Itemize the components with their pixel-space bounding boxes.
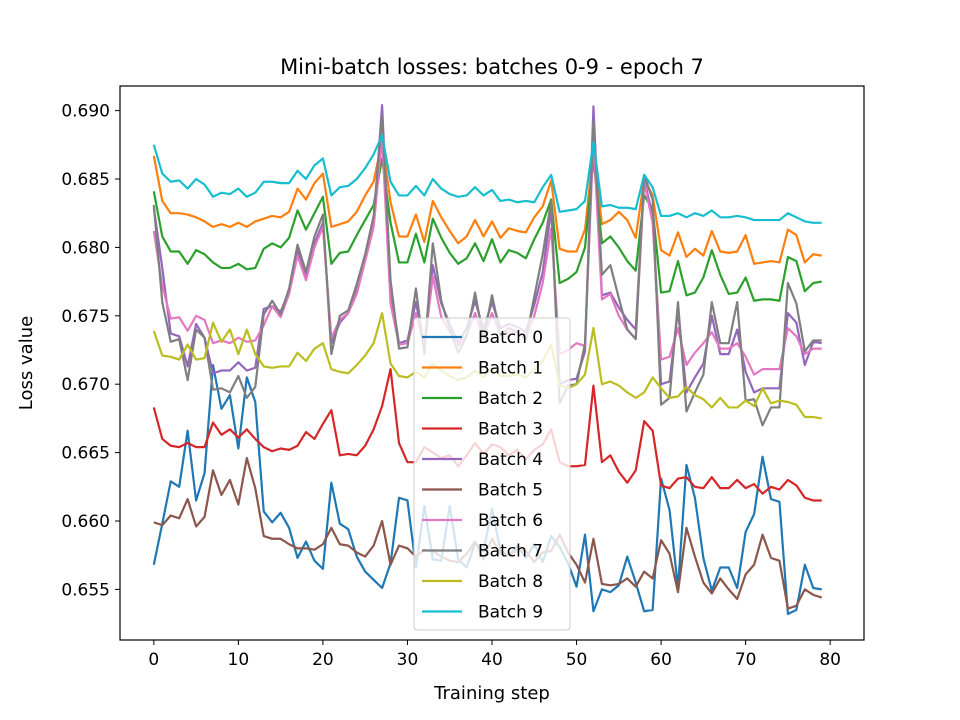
- legend-label: Batch 7: [478, 542, 543, 562]
- y-tick-label: 0.665: [61, 444, 110, 464]
- chart-title: Mini-batch losses: batches 0-9 - epoch 7: [280, 55, 704, 79]
- y-tick-label: 0.680: [61, 238, 110, 258]
- legend-box: [413, 317, 571, 631]
- x-axis-ticks: 0 10 20 30 40 50 60 70 80: [148, 640, 841, 670]
- series-line-batch-2: [152, 157, 822, 302]
- y-tick-label: 0.660: [61, 512, 110, 532]
- x-tick-label: 60: [650, 650, 672, 670]
- legend-label: Batch 3: [478, 420, 543, 440]
- legend-label: Batch 4: [478, 450, 543, 470]
- x-tick-label: 50: [566, 650, 588, 670]
- x-tick-label: 80: [819, 650, 841, 670]
- y-axis-ticks: 0.655 0.660 0.665 0.670 0.675 0.680 0.685 0.690: [61, 102, 120, 600]
- x-tick-label: 30: [397, 650, 419, 670]
- legend-label: Batch 0: [478, 328, 543, 348]
- legend-label: Batch 9: [478, 603, 543, 623]
- legend-label: Batch 6: [478, 511, 543, 531]
- y-tick-label: 0.690: [61, 102, 110, 122]
- x-tick-label: 0: [148, 650, 159, 670]
- x-tick-label: 10: [228, 650, 250, 670]
- y-axis-label: Loss value: [16, 316, 37, 410]
- legend-label: Batch 2: [478, 389, 543, 409]
- y-tick-label: 0.655: [61, 580, 110, 600]
- series-line-batch-7: [152, 114, 822, 427]
- x-tick-label: 20: [312, 650, 334, 670]
- y-tick-label: 0.675: [61, 307, 110, 327]
- y-tick-label: 0.670: [61, 375, 110, 395]
- legend-label: Batch 1: [478, 359, 543, 379]
- x-tick-label: 70: [735, 650, 757, 670]
- legend: Batch 0 Batch 1 Batch 2 Batch 3 Batch 4 Batch…: [413, 317, 571, 631]
- series-line-batch-1: [152, 139, 822, 265]
- x-tick-label: 40: [481, 650, 503, 670]
- x-axis-label: Training step: [433, 683, 550, 704]
- y-tick-label: 0.685: [61, 170, 110, 190]
- series-line-batch-9: [152, 134, 822, 224]
- legend-label: Batch 8: [478, 572, 543, 592]
- legend-label: Batch 5: [478, 481, 543, 501]
